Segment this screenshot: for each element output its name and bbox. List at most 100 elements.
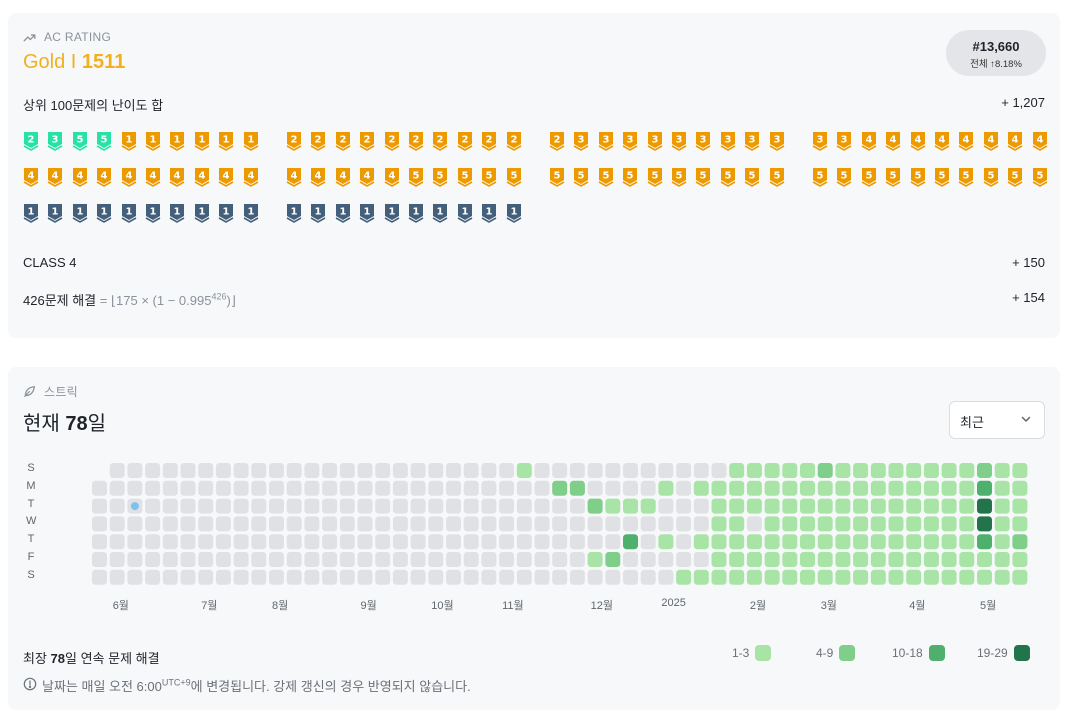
silver-tier-badge[interactable]: 1 — [95, 203, 113, 223]
streak-day-cell[interactable] — [676, 498, 692, 514]
streak-day-cell[interactable] — [835, 569, 851, 585]
streak-day-cell[interactable] — [800, 463, 815, 478]
streak-day-cell[interactable] — [392, 534, 408, 550]
streak-day-cell[interactable] — [569, 480, 585, 496]
streak-day-cell[interactable] — [693, 480, 709, 496]
silver-tier-badge[interactable]: 1 — [193, 203, 211, 223]
streak-day-cell[interactable] — [1012, 569, 1028, 585]
gold-tier-badge[interactable]: 5 — [1006, 167, 1024, 187]
streak-day-cell[interactable] — [746, 480, 762, 496]
streak-day-cell[interactable] — [481, 569, 497, 585]
streak-day-cell[interactable] — [994, 569, 1010, 585]
gold-tier-badge[interactable]: 5 — [621, 167, 639, 187]
streak-day-cell[interactable] — [1012, 516, 1028, 532]
streak-day-cell[interactable] — [304, 569, 320, 585]
gold-tier-badge[interactable]: 4 — [884, 131, 902, 151]
streak-day-cell[interactable] — [269, 463, 284, 478]
streak-day-cell[interactable] — [959, 552, 975, 567]
streak-day-cell[interactable] — [870, 498, 886, 514]
streak-day-cell[interactable] — [658, 569, 674, 585]
gold-tier-badge[interactable]: 4 — [46, 167, 64, 187]
streak-day-cell[interactable] — [162, 498, 178, 514]
gold-tier-badge[interactable]: 4 — [383, 167, 401, 187]
streak-day-cell[interactable] — [375, 534, 391, 550]
gold-tier-badge[interactable]: 4 — [144, 167, 162, 187]
streak-day-cell[interactable] — [658, 516, 674, 532]
streak-day-cell[interactable] — [180, 516, 196, 532]
streak-day-cell[interactable] — [357, 463, 373, 478]
gold-tier-badge[interactable]: 2 — [334, 131, 352, 151]
streak-day-cell[interactable] — [286, 552, 302, 567]
streak-day-cell[interactable] — [923, 552, 939, 567]
streak-day-cell[interactable] — [499, 498, 515, 514]
silver-tier-badge[interactable]: 1 — [285, 203, 303, 223]
streak-day-cell[interactable] — [428, 552, 444, 567]
streak-day-cell[interactable] — [286, 463, 302, 478]
streak-day-cell[interactable] — [233, 516, 249, 532]
streak-day-cell[interactable] — [552, 534, 568, 550]
streak-day-cell[interactable] — [817, 552, 833, 567]
streak-day-cell[interactable] — [711, 534, 727, 550]
streak-day-cell[interactable] — [977, 569, 992, 585]
streak-day-cell[interactable] — [923, 498, 939, 514]
streak-day-cell[interactable] — [162, 463, 178, 478]
streak-day-cell[interactable] — [534, 498, 550, 514]
streak-day-cell[interactable] — [959, 463, 975, 478]
silver-tier-badge[interactable]: 1 — [480, 203, 498, 223]
streak-day-cell[interactable] — [198, 516, 214, 532]
silver-tier-badge[interactable]: 1 — [358, 203, 376, 223]
streak-day-cell[interactable] — [251, 480, 267, 496]
gold-tier-badge[interactable]: 1 — [120, 131, 138, 151]
streak-day-cell[interactable] — [516, 498, 532, 514]
gold-tier-badge[interactable]: 5 — [670, 167, 688, 187]
streak-day-cell[interactable] — [251, 516, 267, 532]
streak-day-cell[interactable] — [145, 463, 161, 478]
streak-day-cell[interactable] — [269, 480, 284, 496]
streak-day-cell[interactable] — [959, 516, 975, 532]
gold-tier-badge[interactable]: 3 — [768, 131, 786, 151]
gold-tier-badge[interactable]: 2 — [548, 131, 566, 151]
streak-day-cell[interactable] — [198, 534, 214, 550]
streak-day-cell[interactable] — [233, 498, 249, 514]
streak-day-cell[interactable] — [764, 516, 780, 532]
streak-day-cell[interactable] — [446, 463, 461, 478]
streak-day-cell[interactable] — [233, 569, 249, 585]
streak-day-cell[interactable] — [658, 463, 674, 478]
streak-day-cell[interactable] — [552, 498, 568, 514]
gold-tier-badge[interactable]: 3 — [694, 131, 712, 151]
gold-tier-badge[interactable]: 3 — [743, 131, 761, 151]
gold-tier-badge[interactable]: 4 — [358, 167, 376, 187]
streak-day-cell[interactable] — [711, 480, 727, 496]
streak-day-cell[interactable] — [764, 569, 780, 585]
streak-day-cell[interactable] — [746, 463, 762, 478]
streak-day-cell[interactable] — [339, 480, 355, 496]
streak-day-cell[interactable] — [428, 534, 444, 550]
streak-day-cell[interactable] — [853, 463, 869, 478]
platinum-tier-badge[interactable]: 2 — [22, 131, 40, 151]
streak-day-cell[interactable] — [587, 534, 603, 550]
gold-tier-badge[interactable]: 1 — [217, 131, 235, 151]
streak-day-cell[interactable] — [977, 534, 992, 550]
gold-tier-badge[interactable]: 5 — [957, 167, 975, 187]
streak-day-cell[interactable] — [322, 552, 338, 567]
streak-day-cell[interactable] — [835, 516, 851, 532]
streak-day-cell[interactable] — [994, 498, 1010, 514]
streak-day-cell[interactable] — [251, 534, 267, 550]
streak-day-cell[interactable] — [552, 480, 568, 496]
streak-day-cell[interactable] — [233, 534, 249, 550]
streak-day-cell[interactable] — [322, 516, 338, 532]
streak-day-cell[interactable] — [357, 569, 373, 585]
gold-tier-badge[interactable]: 4 — [957, 131, 975, 151]
streak-day-cell[interactable] — [552, 552, 568, 567]
streak-day-cell[interactable] — [392, 552, 408, 567]
streak-day-cell[interactable] — [729, 552, 745, 567]
streak-day-cell[interactable] — [463, 569, 479, 585]
streak-day-cell[interactable] — [269, 534, 284, 550]
streak-day-cell[interactable] — [552, 516, 568, 532]
streak-day-cell[interactable] — [959, 569, 975, 585]
streak-day-cell[interactable] — [906, 569, 922, 585]
streak-day-cell[interactable] — [941, 498, 957, 514]
streak-range-select[interactable]: 최근 — [949, 401, 1045, 439]
streak-day-cell[interactable] — [180, 480, 196, 496]
streak-day-cell[interactable] — [676, 516, 692, 532]
